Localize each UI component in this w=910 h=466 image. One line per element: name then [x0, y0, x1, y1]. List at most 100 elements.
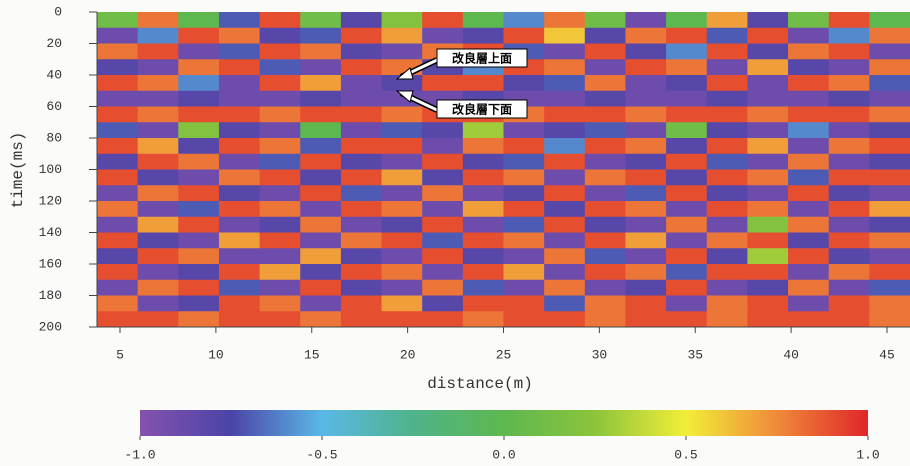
y-tick-label: 0 [54, 4, 62, 19]
heatmap-cell [788, 217, 829, 233]
heatmap-cell [504, 154, 545, 170]
heatmap-cell [625, 311, 666, 327]
heatmap-cell [625, 217, 666, 233]
heatmap-cell [707, 248, 748, 264]
heatmap-cell [788, 75, 829, 91]
heatmap-cell [544, 154, 585, 170]
heatmap-cell [666, 217, 707, 233]
heatmap-cell [829, 122, 870, 138]
heatmap-cell [219, 59, 260, 75]
heatmap-cell [382, 12, 423, 28]
heatmap-cell [666, 201, 707, 217]
heatmap-cell [97, 170, 138, 186]
heatmap-cell [625, 59, 666, 75]
heatmap-cell [382, 107, 423, 123]
heatmap-cell [869, 296, 910, 312]
heatmap-cell [422, 201, 463, 217]
heatmap-cell [788, 154, 829, 170]
heatmap-cell [544, 217, 585, 233]
heatmap-cell [300, 233, 341, 249]
heatmap-cell [260, 91, 301, 107]
heatmap-cell [788, 138, 829, 154]
heatmap-cell [829, 311, 870, 327]
heatmap-cell [544, 280, 585, 296]
heatmap-cell [382, 311, 423, 327]
heatmap-cell [707, 75, 748, 91]
heatmap-cell [97, 201, 138, 217]
y-tick-label: 200 [39, 319, 62, 334]
heatmap-cell [788, 280, 829, 296]
heatmap-cell [869, 122, 910, 138]
heatmap-cell [463, 138, 504, 154]
y-tick-label: 20 [46, 36, 62, 51]
heatmap-cell [382, 280, 423, 296]
heatmap-cell [504, 201, 545, 217]
heatmap-cell [585, 122, 626, 138]
heatmap-cell [260, 75, 301, 91]
heatmap-cell [463, 311, 504, 327]
heatmap-cell [178, 201, 219, 217]
heatmap-cell [625, 201, 666, 217]
heatmap-cell [463, 264, 504, 280]
heatmap-cell [138, 217, 179, 233]
heatmap-cell [463, 12, 504, 28]
heatmap-cell [422, 233, 463, 249]
heatmap-cell [666, 311, 707, 327]
heatmap-cell [829, 248, 870, 264]
heatmap-cell [260, 280, 301, 296]
heatmap-cell [544, 28, 585, 44]
heatmap-cell [260, 138, 301, 154]
heatmap-cell [625, 122, 666, 138]
heatmap-cell [341, 28, 382, 44]
heatmap-cell [178, 217, 219, 233]
heatmap-cell [260, 185, 301, 201]
heatmap-cell [869, 233, 910, 249]
heatmap-cell [666, 154, 707, 170]
heatmap-cell [788, 248, 829, 264]
heatmap-cell [300, 170, 341, 186]
heatmap-cell [585, 170, 626, 186]
heatmap-cell [504, 233, 545, 249]
heatmap-cell [585, 154, 626, 170]
heatmap-cell [178, 122, 219, 138]
heatmap-cell [666, 185, 707, 201]
heatmap-cell [341, 12, 382, 28]
heatmap-cell [544, 248, 585, 264]
heatmap-cell [260, 59, 301, 75]
heatmap-cell [707, 59, 748, 75]
heatmap-cell [747, 264, 788, 280]
heatmap-cell [219, 201, 260, 217]
heatmap-cell [219, 122, 260, 138]
annotation: 改良層上面 [452, 51, 512, 66]
heatmap-cell [178, 170, 219, 186]
heatmap-cell [585, 264, 626, 280]
heatmap-cell [97, 154, 138, 170]
heatmap-cell [869, 280, 910, 296]
heatmap-cell [422, 12, 463, 28]
heatmap-cell [585, 201, 626, 217]
heatmap-cell [97, 311, 138, 327]
heatmap-cell [707, 264, 748, 280]
heatmap-cell [260, 201, 301, 217]
heatmap-cell [178, 138, 219, 154]
heatmap-cell [422, 280, 463, 296]
heatmap-cell [585, 28, 626, 44]
heatmap-cell [138, 91, 179, 107]
heatmap-cell [544, 12, 585, 28]
heatmap-cell [829, 264, 870, 280]
heatmap-cell [300, 280, 341, 296]
heatmap-cell [341, 75, 382, 91]
x-tick-label: 10 [208, 347, 224, 362]
colorbar [140, 410, 868, 436]
heatmap-cell [382, 170, 423, 186]
heatmap-cell [300, 138, 341, 154]
heatmap-cell [341, 264, 382, 280]
heatmap-cell [747, 75, 788, 91]
heatmap-cell [747, 311, 788, 327]
heatmap-cell [138, 280, 179, 296]
heatmap-cell [422, 296, 463, 312]
heatmap-cell [97, 217, 138, 233]
heatmap-cell [829, 91, 870, 107]
heatmap-cell [747, 217, 788, 233]
